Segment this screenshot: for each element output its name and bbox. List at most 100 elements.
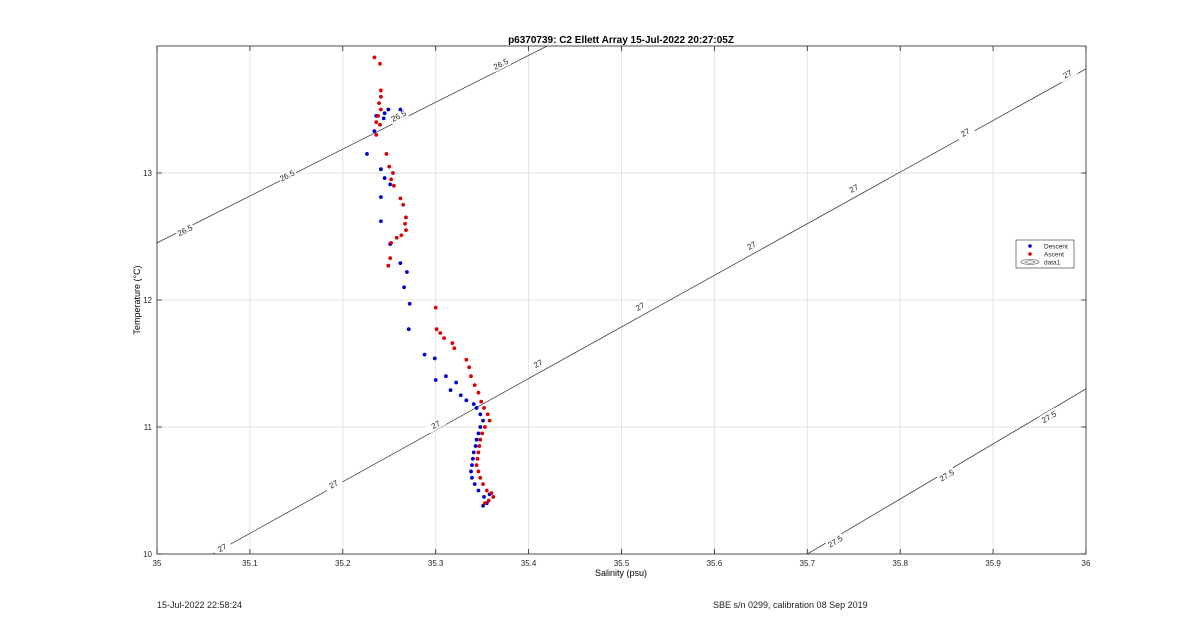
descent-point [474, 406, 479, 410]
ascent-point [484, 488, 489, 493]
contour-line [212, 68, 1086, 554]
x-tick-label: 35.9 [985, 559, 1001, 568]
descent-point [473, 444, 478, 448]
ascent-point [486, 498, 491, 503]
descent-point [406, 327, 411, 332]
descent-point [448, 388, 453, 393]
ascent-point [477, 444, 482, 448]
ascent-point [481, 482, 485, 487]
descent-point [458, 393, 463, 398]
ascent-point [476, 390, 481, 395]
ascent-point [378, 88, 383, 93]
contour-label-bg [843, 179, 865, 197]
x-tick-label: 35.4 [521, 559, 537, 568]
ascent-point [372, 55, 377, 60]
ascent-point [374, 133, 379, 137]
ascent-point [403, 221, 407, 226]
descent-point [470, 475, 474, 480]
legend-label-data1: data1 [1044, 260, 1061, 267]
contour-label-bg [490, 55, 512, 73]
descent-point [386, 107, 391, 112]
contour-label-bg [527, 354, 549, 373]
ascent-point [404, 228, 408, 233]
descent-point [372, 129, 377, 133]
ascent-point [476, 469, 481, 474]
contour-label-bg [936, 466, 957, 485]
ascent-point [388, 256, 393, 260]
descent-point [405, 270, 409, 274]
x-axis-label: Salinity (psu) [595, 568, 647, 578]
ascent-point [401, 202, 406, 207]
ascent-point [489, 491, 494, 495]
legend-label-descent: Descent [1044, 244, 1068, 251]
descent-point [365, 152, 369, 156]
descent-point [382, 111, 387, 116]
ascent-point [478, 437, 483, 442]
legend-marker-descent [1028, 244, 1032, 248]
descent-point [482, 494, 486, 499]
descent-point [382, 176, 387, 180]
axis-ticks: 35 35.1 35.2 35.3 35.4 35.5 35.6 35.7 35.8 35.9 36… [143, 46, 1091, 568]
descent-point [470, 456, 475, 461]
legend-marker-contour-inner [1024, 260, 1036, 264]
ascent-point [434, 327, 439, 332]
descent-point [398, 107, 403, 112]
descent-point [478, 412, 483, 417]
footer-timestamp: 15-Jul-2022 22:58:24 [157, 600, 243, 610]
x-tick-label: 35.6 [707, 559, 723, 568]
descent-point [481, 418, 485, 423]
density-contours: 26.526.526.526.527272727272727272727.527… [157, 46, 1086, 554]
descent-point [378, 219, 383, 224]
contour-label-bg [629, 297, 651, 316]
descent-point [444, 374, 448, 379]
y-tick-label: 12 [143, 296, 152, 305]
ascent-point [399, 233, 404, 238]
ascent-point [378, 94, 383, 99]
descent-point [478, 425, 483, 429]
legend-marker-ascent [1028, 252, 1032, 256]
ascent-point [476, 450, 481, 455]
y-tick-label: 11 [144, 423, 153, 432]
contour-label-bg [211, 538, 233, 554]
descent-point [402, 285, 407, 290]
descent-point [471, 402, 476, 407]
x-tick-label: 35 [153, 559, 162, 568]
ascent-point [467, 365, 472, 370]
ascent-point [464, 357, 469, 362]
ascent-point [389, 240, 394, 245]
ascent-point [433, 305, 438, 310]
ascent-point [387, 164, 392, 169]
descent-point [471, 450, 476, 455]
ascent-point [374, 120, 379, 125]
footer-calibration: SBE s/n 0299, calibration 08 Sep 2019 [713, 600, 868, 610]
ascent-point [389, 177, 394, 182]
contour-label-bg [425, 415, 446, 434]
descent-point [474, 437, 479, 442]
legend-box [1015, 239, 1075, 269]
ascent-point [480, 431, 485, 436]
x-tick-label: 35.2 [335, 559, 351, 568]
x-tick-label: 36 [1082, 559, 1091, 568]
ascent-point [450, 341, 455, 346]
ascent-point [378, 61, 382, 66]
ascent-point [483, 425, 487, 429]
data-points [365, 55, 496, 508]
descent-point [464, 398, 469, 403]
ascent-point [391, 171, 395, 175]
ascent-point [487, 418, 492, 423]
descent-point [472, 482, 477, 487]
ascent-point [386, 263, 391, 268]
ascent-point [479, 399, 484, 404]
ascent-point [391, 183, 396, 188]
chart-title: p6370739: C2 Ellett Array 15-Jul-2022 20… [508, 35, 734, 46]
ascent-point [394, 235, 399, 240]
contour-label-bg [1057, 65, 1078, 83]
legend-marker-contour [1020, 259, 1040, 265]
ascent-point [378, 122, 382, 127]
x-tick-label: 35.3 [428, 559, 444, 568]
contour-label-bg [741, 236, 762, 255]
ascent-point [472, 383, 477, 387]
contour-label-bg [323, 475, 344, 493]
x-tick-label: 35.1 [242, 559, 258, 568]
